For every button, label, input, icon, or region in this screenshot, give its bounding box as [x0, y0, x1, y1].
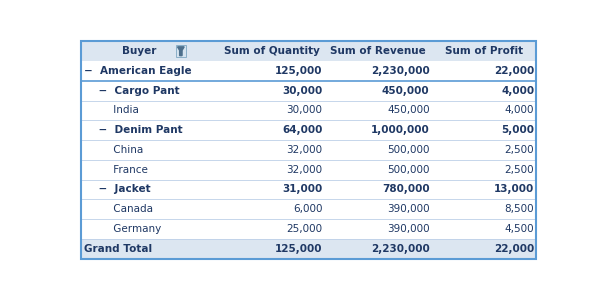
Text: 22,000: 22,000 — [494, 244, 535, 254]
Bar — [81, 81, 536, 101]
Text: 2,230,000: 2,230,000 — [371, 244, 430, 254]
Text: 32,000: 32,000 — [287, 145, 323, 155]
FancyBboxPatch shape — [176, 45, 186, 57]
Text: 125,000: 125,000 — [275, 66, 323, 76]
Text: 500,000: 500,000 — [387, 145, 430, 155]
Text: Germany: Germany — [84, 224, 161, 234]
Text: India: India — [84, 105, 138, 116]
Text: −  Denim Pant: − Denim Pant — [84, 125, 182, 135]
Text: 2,230,000: 2,230,000 — [371, 66, 430, 76]
Text: 2,500: 2,500 — [504, 145, 535, 155]
Bar — [81, 61, 536, 81]
Text: 390,000: 390,000 — [387, 224, 430, 234]
Text: Sum of Revenue: Sum of Revenue — [330, 46, 426, 56]
Text: 125,000: 125,000 — [275, 244, 323, 254]
Bar — [81, 101, 536, 120]
Text: China: China — [84, 145, 143, 155]
Bar — [81, 180, 536, 199]
Text: Sum of Quantity: Sum of Quantity — [224, 46, 320, 56]
Text: 30,000: 30,000 — [282, 86, 323, 96]
Bar — [81, 199, 536, 219]
Bar — [81, 160, 536, 180]
Text: 500,000: 500,000 — [387, 165, 430, 175]
Text: 13,000: 13,000 — [494, 184, 535, 195]
Text: 32,000: 32,000 — [287, 165, 323, 175]
Text: 4,500: 4,500 — [504, 224, 535, 234]
Text: Buyer: Buyer — [122, 46, 157, 56]
Text: 1,000,000: 1,000,000 — [371, 125, 430, 135]
Polygon shape — [178, 47, 184, 56]
Text: 390,000: 390,000 — [387, 204, 430, 214]
Text: 8,500: 8,500 — [504, 204, 535, 214]
Text: 5,000: 5,000 — [501, 125, 535, 135]
Text: Canada: Canada — [84, 204, 153, 214]
Text: −  Cargo Pant: − Cargo Pant — [84, 86, 179, 96]
Text: 450,000: 450,000 — [387, 105, 430, 116]
Text: −  Jacket: − Jacket — [84, 184, 150, 195]
Text: 4,000: 4,000 — [501, 86, 535, 96]
Text: Grand Total: Grand Total — [84, 244, 152, 254]
Bar — [81, 120, 536, 140]
Text: 4,000: 4,000 — [505, 105, 535, 116]
Bar — [81, 140, 536, 160]
Text: 64,000: 64,000 — [282, 125, 323, 135]
Text: Sum of Profit: Sum of Profit — [445, 46, 523, 56]
Bar — [81, 41, 536, 61]
Text: 2,500: 2,500 — [504, 165, 535, 175]
Text: 22,000: 22,000 — [494, 66, 535, 76]
Text: 30,000: 30,000 — [287, 105, 323, 116]
Text: 31,000: 31,000 — [282, 184, 323, 195]
Text: 780,000: 780,000 — [382, 184, 430, 195]
Text: 25,000: 25,000 — [287, 224, 323, 234]
Text: 450,000: 450,000 — [382, 86, 430, 96]
Text: −  American Eagle: − American Eagle — [84, 66, 191, 76]
Bar — [81, 239, 536, 259]
Text: France: France — [84, 165, 147, 175]
Text: 6,000: 6,000 — [293, 204, 323, 214]
Bar — [81, 219, 536, 239]
